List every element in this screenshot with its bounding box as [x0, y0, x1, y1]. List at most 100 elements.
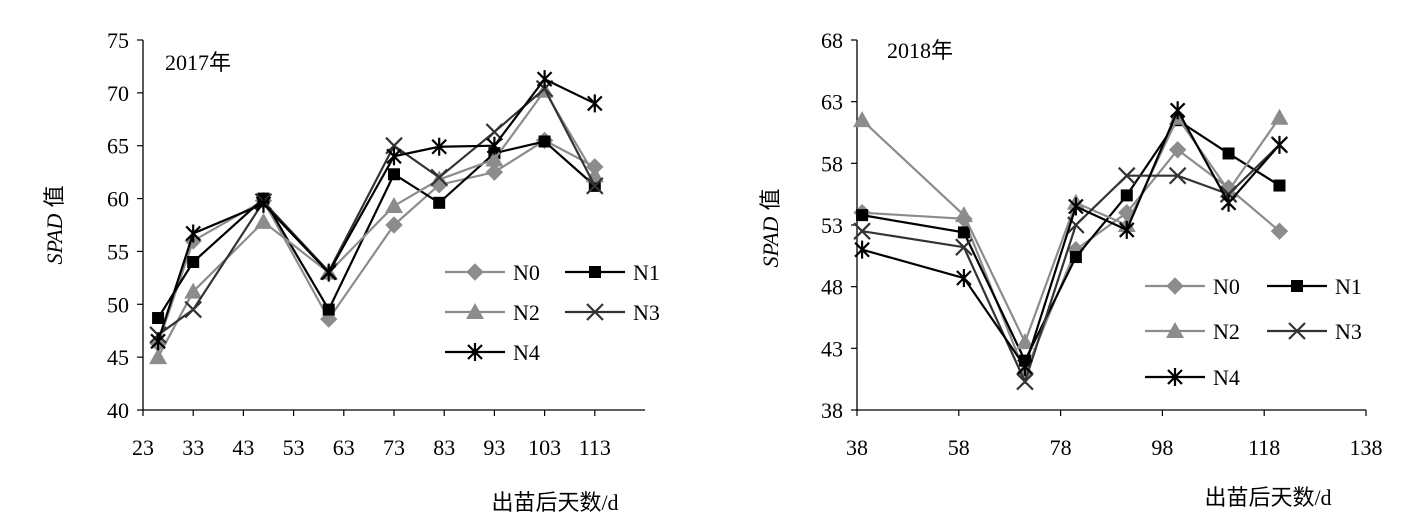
data-point [853, 111, 872, 128]
legend-item-N1: N1 [1267, 274, 1362, 299]
legend: N0 N1 N2 N3 N4 [1145, 274, 1362, 390]
panel-label: 2017年 [165, 50, 231, 75]
y-tick-label: 50 [107, 292, 129, 317]
x-tick-label: 53 [283, 435, 305, 460]
series-N4 [854, 101, 1288, 376]
data-point [185, 224, 201, 243]
panel-label: 2018年 [887, 38, 953, 63]
data-point [956, 269, 972, 288]
legend-label: N1 [633, 260, 660, 285]
y-tick-label: 75 [107, 28, 129, 53]
legend-marker [466, 303, 484, 319]
y-tick-label: 58 [821, 151, 843, 176]
data-point [187, 256, 200, 268]
data-point [150, 332, 166, 351]
series-line [861, 118, 1281, 364]
data-point [322, 303, 335, 316]
data-point [1271, 135, 1288, 154]
y-tick-label: 45 [107, 345, 129, 370]
data-point [486, 136, 503, 155]
data-point [1015, 333, 1034, 350]
legend-label: N0 [513, 260, 540, 285]
chart-panel-1: 40 45 50 55 60 65 70 75 23 33 43 53 63 73 83 93 103 113 20… [42, 28, 660, 515]
x-tick-label: 98 [1151, 435, 1173, 460]
y-tick-label: 60 [107, 187, 129, 212]
y-axis-label-italic: SPAD [42, 213, 67, 264]
y-tick-label: 43 [821, 336, 843, 361]
data-point [1169, 101, 1186, 120]
x-axis-label: 出苗后天数/d [1204, 485, 1331, 510]
y-axis-label: SPAD 值 [42, 186, 67, 265]
series-line [862, 148, 1281, 376]
legend-marker [586, 303, 604, 321]
legend-item-N2: N2 [1145, 319, 1240, 344]
x-tick-label: 93 [483, 435, 505, 460]
data-point [955, 238, 973, 256]
y-axis-label-suffix: 值 [42, 186, 67, 208]
data-point [320, 263, 337, 282]
legend-label: N1 [1335, 274, 1362, 299]
x-tick-label: 138 [1350, 435, 1383, 460]
x-tick-label: 23 [132, 435, 154, 460]
data-point [1273, 179, 1286, 192]
legend-marker [467, 343, 483, 361]
legend-item-N4: N4 [445, 340, 540, 365]
series-line [861, 144, 1281, 385]
data-point [385, 196, 403, 213]
y-axis-label-suffix: 值 [758, 189, 783, 211]
data-point [386, 147, 402, 166]
legend-item-N3: N3 [565, 300, 660, 325]
y-tick-label: 38 [821, 398, 843, 423]
data-point [485, 163, 504, 181]
legend-marker [1288, 322, 1306, 340]
y-tick-label: 65 [107, 134, 129, 159]
series-N1 [152, 135, 601, 325]
x-tick-label: 38 [846, 435, 868, 460]
data-point [184, 282, 203, 299]
series-line [861, 115, 1281, 345]
x-tick-label: 118 [1248, 435, 1280, 460]
data-point [1069, 251, 1082, 264]
data-point [954, 206, 973, 223]
legend-marker [1167, 368, 1183, 386]
data-point [1120, 189, 1133, 202]
legend-label: N2 [1213, 319, 1240, 344]
data-point [184, 300, 202, 319]
data-point [431, 137, 447, 156]
legend-item-N0: N0 [445, 260, 540, 285]
legend-label: N2 [513, 300, 540, 325]
legend-item-N2: N2 [445, 300, 540, 325]
y-tick-label: 70 [107, 81, 129, 106]
data-point [149, 348, 168, 365]
legend-marker [466, 263, 484, 281]
data-point [485, 150, 504, 167]
x-axis-label: 出苗后天数/d [491, 490, 618, 515]
data-point [853, 222, 871, 240]
data-point [152, 312, 165, 325]
x-tick-label: 58 [948, 435, 970, 460]
data-point [1118, 220, 1135, 239]
legend-marker [1166, 277, 1184, 295]
y-axis-label-italic: SPAD [758, 216, 783, 267]
legend-item-N1: N1 [565, 260, 660, 285]
data-point [1222, 147, 1235, 160]
legend-label: N0 [1213, 274, 1240, 299]
x-tick-label: 103 [528, 435, 561, 460]
series-line [861, 107, 1281, 370]
legend-marker [1166, 322, 1184, 338]
x-tick-label: 78 [1050, 435, 1072, 460]
x-tick-label: 33 [182, 435, 204, 460]
data-point [433, 196, 446, 209]
legend-item-N3: N3 [1267, 319, 1362, 344]
data-point [957, 226, 970, 239]
data-point [255, 194, 272, 213]
data-point [254, 212, 273, 229]
data-point [385, 216, 403, 234]
data-point [1270, 108, 1289, 125]
x-tick-label: 63 [333, 435, 355, 460]
y-tick-label: 53 [821, 213, 843, 238]
legend-label: N4 [1213, 365, 1240, 390]
data-point [856, 209, 869, 222]
legend-marker [589, 266, 601, 278]
